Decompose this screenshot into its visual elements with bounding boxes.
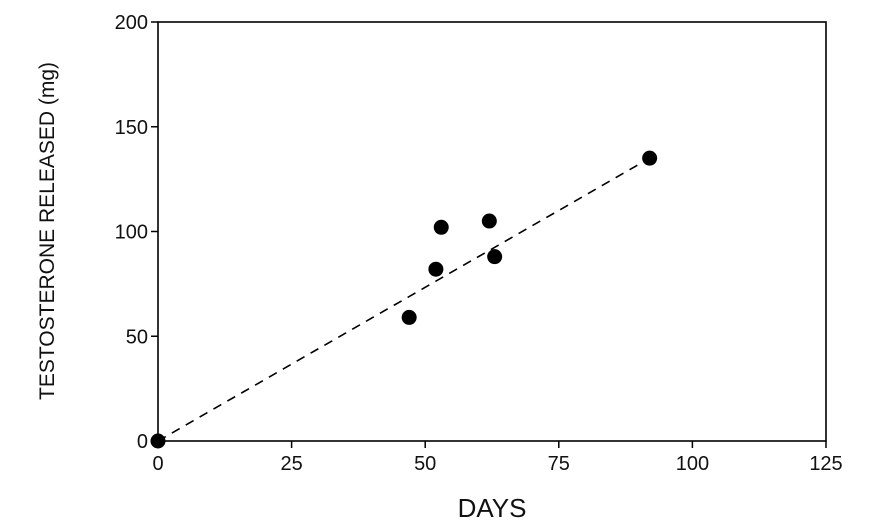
data-point — [433, 219, 449, 235]
y-axis-ticks: 0 50 100 150 200 — [115, 12, 158, 453]
data-point — [401, 309, 417, 325]
x-axis-title: DAYS — [458, 493, 527, 523]
y-tick-label: 0 — [137, 431, 148, 453]
x-tick-label: 100 — [676, 453, 709, 475]
y-tick-label: 50 — [126, 326, 148, 348]
data-point — [642, 150, 658, 166]
data-points — [150, 150, 658, 449]
y-tick-label: 150 — [115, 117, 148, 139]
data-point — [428, 261, 444, 277]
x-tick-label: 50 — [414, 453, 436, 475]
trend-line-group — [157, 157, 651, 442]
x-tick-label: 125 — [809, 453, 842, 475]
x-tick-label: 75 — [548, 453, 570, 475]
dashed-trend-line — [157, 157, 651, 442]
data-point — [481, 213, 497, 229]
y-tick-label: 200 — [115, 12, 148, 34]
x-axis-ticks: 0 25 50 75 100 125 — [152, 441, 843, 475]
plot-frame — [157, 21, 827, 442]
data-point — [487, 249, 503, 265]
y-axis-title: TESTOSTERONE RELEASED (mg) — [36, 62, 59, 400]
data-point — [150, 433, 166, 449]
x-tick-label: 0 — [152, 453, 163, 475]
x-tick-label: 25 — [280, 453, 302, 475]
y-tick-label: 100 — [115, 222, 148, 244]
